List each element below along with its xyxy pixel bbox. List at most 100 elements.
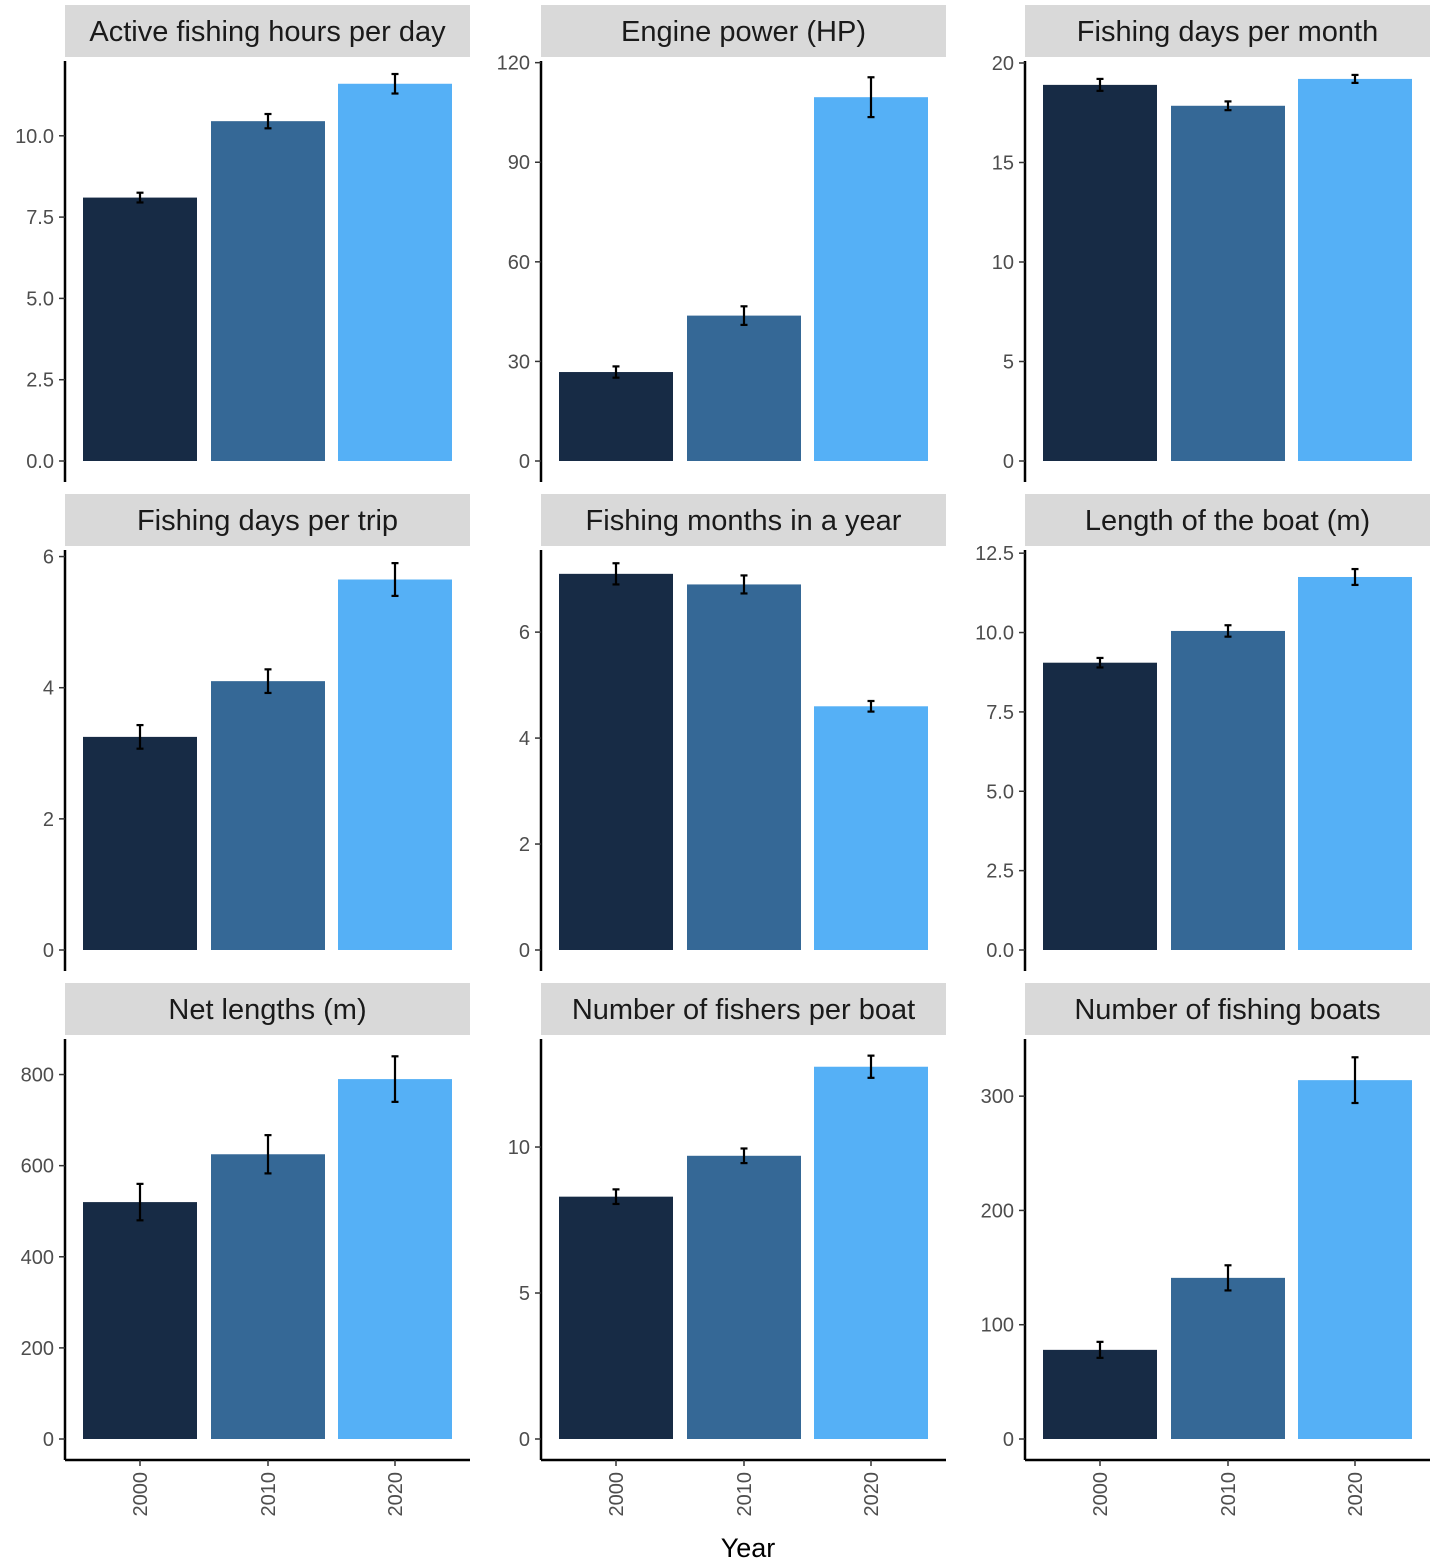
y-tick-label: 120 <box>497 53 530 75</box>
y-tick-label: 7.5 <box>26 207 54 229</box>
panel-title: Number of fishing boats <box>1074 994 1380 1026</box>
y-tick-label: 4 <box>43 678 54 700</box>
y-tick-label: 20 <box>992 53 1014 75</box>
y-tick-label: 10 <box>508 1137 530 1159</box>
strip-background <box>1025 494 1430 546</box>
bar-2020 <box>814 706 928 950</box>
panel-length-of-the-boat-m: Length of the boat (m) 0.0 2.5 5.0 7.5 10.0 12… <box>975 494 1430 971</box>
bar-2000 <box>1043 1349 1157 1439</box>
panel-title: Active fishing hours per day <box>89 16 446 48</box>
y-tick-label: 4 <box>519 728 530 750</box>
x-axis-title: Year <box>721 1533 776 1563</box>
x-tick-label: 2020 <box>1345 1472 1367 1517</box>
y-tick-label: 7.5 <box>986 702 1014 724</box>
bar-2010 <box>687 584 801 950</box>
x-tick-label: 2020 <box>385 1472 407 1517</box>
bar-2000 <box>83 1202 197 1439</box>
bar-2000 <box>83 197 197 461</box>
y-tick-label: 0 <box>43 940 54 962</box>
panel-fishing-months-in-a-year: Fishing months in a year 0 2 4 6 <box>519 494 946 971</box>
strip-background <box>65 494 470 546</box>
y-tick-label: 100 <box>981 1315 1014 1337</box>
y-tick-label: 2 <box>519 834 530 856</box>
x-tick-label: 2010 <box>734 1472 756 1517</box>
panel-title: Number of fishers per boat <box>572 994 915 1026</box>
y-tick-label: 0 <box>43 1429 54 1451</box>
y-tick-label: 0 <box>1003 451 1014 473</box>
x-tick-label: 2020 <box>861 1472 883 1517</box>
strip-background <box>1025 5 1430 57</box>
panel-fishing-days-per-month: Fishing days per month 0 5 10 15 20 <box>992 5 1430 482</box>
bar-2020 <box>338 1079 452 1439</box>
panel-number-of-fishing-boats: Number of fishing boats 0 100 200 300 2000 201… <box>981 983 1430 1517</box>
y-tick-label: 5 <box>1003 351 1014 373</box>
panel-title: Fishing days per month <box>1077 16 1378 48</box>
bar-2020 <box>338 579 452 950</box>
bar-2000 <box>559 573 673 950</box>
y-tick-label: 12.5 <box>975 543 1014 565</box>
y-tick-label: 6 <box>519 622 530 644</box>
y-tick-label: 300 <box>981 1086 1014 1108</box>
x-tick-label: 2010 <box>258 1472 280 1517</box>
bar-2000 <box>559 1196 673 1439</box>
x-tick-label: 2000 <box>606 1472 628 1517</box>
y-tick-label: 0 <box>519 1429 530 1451</box>
panel-engine-power-hp: Engine power (HP) 0 30 60 90 120 <box>497 5 946 482</box>
strip-background <box>541 983 946 1035</box>
y-tick-label: 10 <box>992 252 1014 274</box>
y-tick-label: 200 <box>21 1338 54 1360</box>
y-tick-label: 5.0 <box>986 781 1014 803</box>
bar-2010 <box>687 315 801 461</box>
panel-title: Net lengths (m) <box>168 994 366 1026</box>
y-tick-label: 0.0 <box>26 451 54 473</box>
panel-title: Fishing days per trip <box>137 505 398 537</box>
y-tick-label: 30 <box>508 351 530 373</box>
y-tick-label: 90 <box>508 152 530 174</box>
bar-2010 <box>211 121 325 462</box>
bar-2020 <box>1298 576 1412 950</box>
panel-title: Engine power (HP) <box>621 16 866 48</box>
y-tick-label: 400 <box>21 1247 54 1269</box>
panel-number-of-fishers-per-boat: Number of fishers per boat 0 5 10 2000 2010 20… <box>508 983 946 1517</box>
y-tick-label: 15 <box>992 152 1014 174</box>
y-tick-label: 2 <box>43 809 54 831</box>
bar-2010 <box>687 1155 801 1439</box>
y-tick-label: 0 <box>519 940 530 962</box>
bar-2020 <box>814 97 928 462</box>
y-tick-label: 10.0 <box>15 126 54 148</box>
strip-background <box>1025 983 1430 1035</box>
y-tick-label: 0 <box>519 451 530 473</box>
x-tick-label: 2000 <box>130 1472 152 1517</box>
bar-2010 <box>1171 105 1285 461</box>
panel-title: Length of the boat (m) <box>1085 505 1370 537</box>
bar-2000 <box>83 736 197 950</box>
bar-2010 <box>211 1154 325 1439</box>
bar-2010 <box>1171 1277 1285 1439</box>
y-tick-label: 0 <box>1003 1429 1014 1451</box>
y-tick-label: 2.5 <box>26 370 54 392</box>
y-tick-label: 2.5 <box>986 861 1014 883</box>
y-tick-label: 5 <box>519 1283 530 1305</box>
y-tick-label: 5.0 <box>26 288 54 310</box>
bar-2010 <box>1171 630 1285 950</box>
y-tick-label: 800 <box>21 1065 54 1087</box>
strip-background <box>541 494 946 546</box>
y-tick-label: 0.0 <box>986 940 1014 962</box>
bar-2000 <box>1043 662 1157 950</box>
y-tick-label: 10.0 <box>975 623 1014 645</box>
panel-title: Fishing months in a year <box>586 505 902 537</box>
x-tick-label: 2010 <box>1218 1472 1240 1517</box>
bar-2000 <box>1043 84 1157 461</box>
panel-net-lengths-m: Net lengths (m) 0 200 400 600 800 2000 2010 2020 <box>21 983 470 1517</box>
panel-fishing-days-per-trip: Fishing days per trip 0 2 4 6 <box>43 494 470 971</box>
bar-2020 <box>814 1066 928 1439</box>
strip-background <box>541 5 946 57</box>
y-tick-label: 60 <box>508 252 530 274</box>
bar-2020 <box>1298 1080 1412 1439</box>
bar-2020 <box>338 83 452 462</box>
strip-background <box>65 5 470 57</box>
bar-2020 <box>1298 78 1412 461</box>
y-tick-label: 6 <box>43 547 54 569</box>
y-tick-label: 600 <box>21 1156 54 1178</box>
